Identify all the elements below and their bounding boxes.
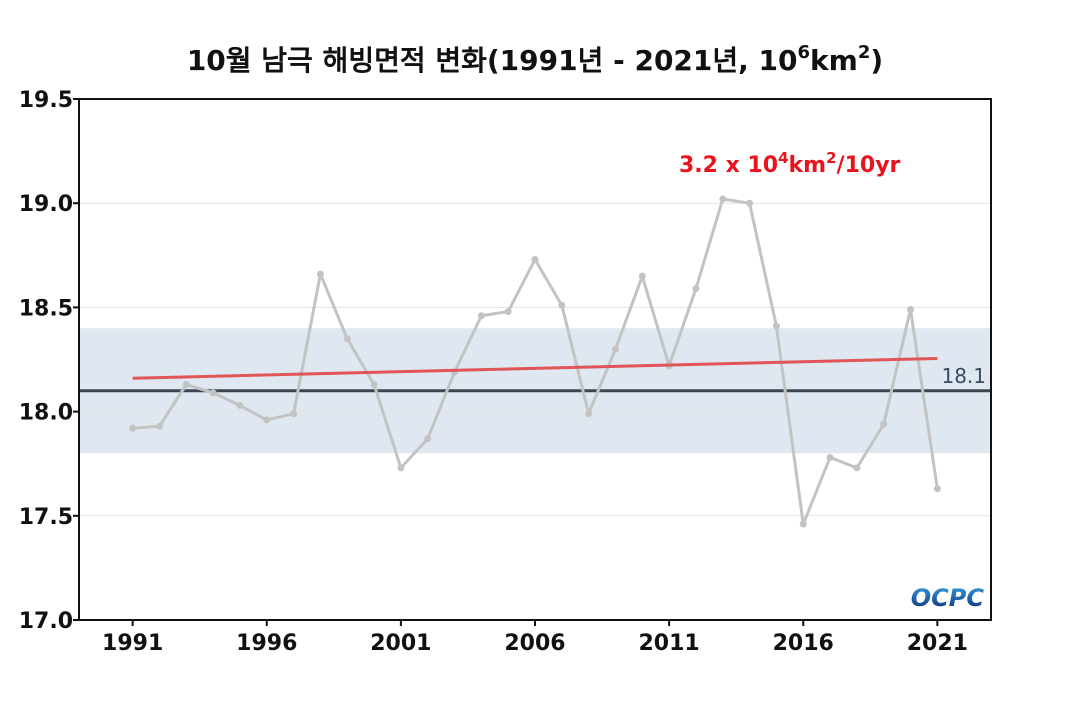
chart-title: 10월 남극 해빙면적 변화(1991년 - 2021년, 106km2) <box>187 42 883 77</box>
x-tick-label: 2021 <box>907 631 968 656</box>
x-tick-label: 2011 <box>639 631 700 656</box>
data-point <box>799 520 807 528</box>
data-point <box>263 416 271 424</box>
data-point <box>826 453 834 461</box>
y-tick-labels: 17.0 17.5 18.0 18.5 19.0 19.5 <box>19 88 73 634</box>
ocpc-logo: OCPC <box>911 584 985 612</box>
data-point <box>719 195 727 203</box>
y-tick-label: 18.0 <box>19 401 73 426</box>
data-point <box>316 270 324 278</box>
x-tick-label: 2001 <box>370 631 431 656</box>
data-point <box>772 322 780 330</box>
data-point <box>343 335 351 343</box>
trend-label-a: 3.2 x 10 <box>679 153 778 178</box>
data-point <box>558 301 566 309</box>
data-point <box>585 410 593 418</box>
data-point <box>370 381 378 389</box>
data-point <box>531 255 539 263</box>
chart-title-mid: km <box>810 44 858 77</box>
data-point <box>129 424 137 432</box>
data-point <box>236 401 244 409</box>
ocpc-logo-text: OCPC <box>911 584 985 612</box>
trend-label-exp1: 4 <box>778 149 788 167</box>
trend-layer <box>132 356 938 380</box>
y-tick-label: 17.0 <box>19 609 73 634</box>
x-tick-label: 1991 <box>102 631 163 656</box>
x-tick-labels: 1991 1996 2001 2006 2011 2016 2021 <box>102 631 968 656</box>
y-tick-label: 19.5 <box>19 88 73 113</box>
data-point <box>611 345 619 353</box>
chart-title-main: 10월 남극 해빙면적 변화(1991년 - 2021년, 10 <box>187 44 798 77</box>
y-tick-label: 17.5 <box>19 505 73 530</box>
data-point <box>290 410 298 418</box>
data-point <box>397 464 405 472</box>
data-point <box>477 312 485 320</box>
y-tick-label: 19.0 <box>19 192 73 217</box>
chart-title-end: ) <box>870 44 883 77</box>
data-point <box>182 381 190 389</box>
x-tick-label: 2016 <box>773 631 834 656</box>
trend-line <box>132 356 938 380</box>
data-point <box>155 422 163 430</box>
data-point <box>638 272 646 280</box>
trend-label-exp2: 2 <box>826 149 836 167</box>
series-layer <box>129 195 941 528</box>
data-point <box>853 464 861 472</box>
x-tick-label: 2006 <box>504 631 565 656</box>
axes-layer <box>73 98 992 626</box>
data-point <box>504 308 512 316</box>
data-point <box>907 305 915 313</box>
trend-label-c: /10yr <box>837 153 901 178</box>
trend-label-b: km <box>789 153 827 178</box>
grid-layer <box>79 202 991 517</box>
data-point <box>424 435 432 443</box>
data-point <box>746 199 754 207</box>
data-point <box>209 389 217 397</box>
data-point <box>692 285 700 293</box>
chart-title-exp1: 6 <box>798 42 811 63</box>
x-tick-label: 1996 <box>236 631 297 656</box>
y-tick-label: 18.5 <box>19 296 73 321</box>
mean-value-label: 18.1 <box>941 364 986 388</box>
trend-rate-label: 3.2 x 104km2/10yr <box>679 149 901 178</box>
chart-title-exp2: 2 <box>858 42 871 63</box>
data-point <box>880 420 888 428</box>
data-point <box>933 485 941 493</box>
